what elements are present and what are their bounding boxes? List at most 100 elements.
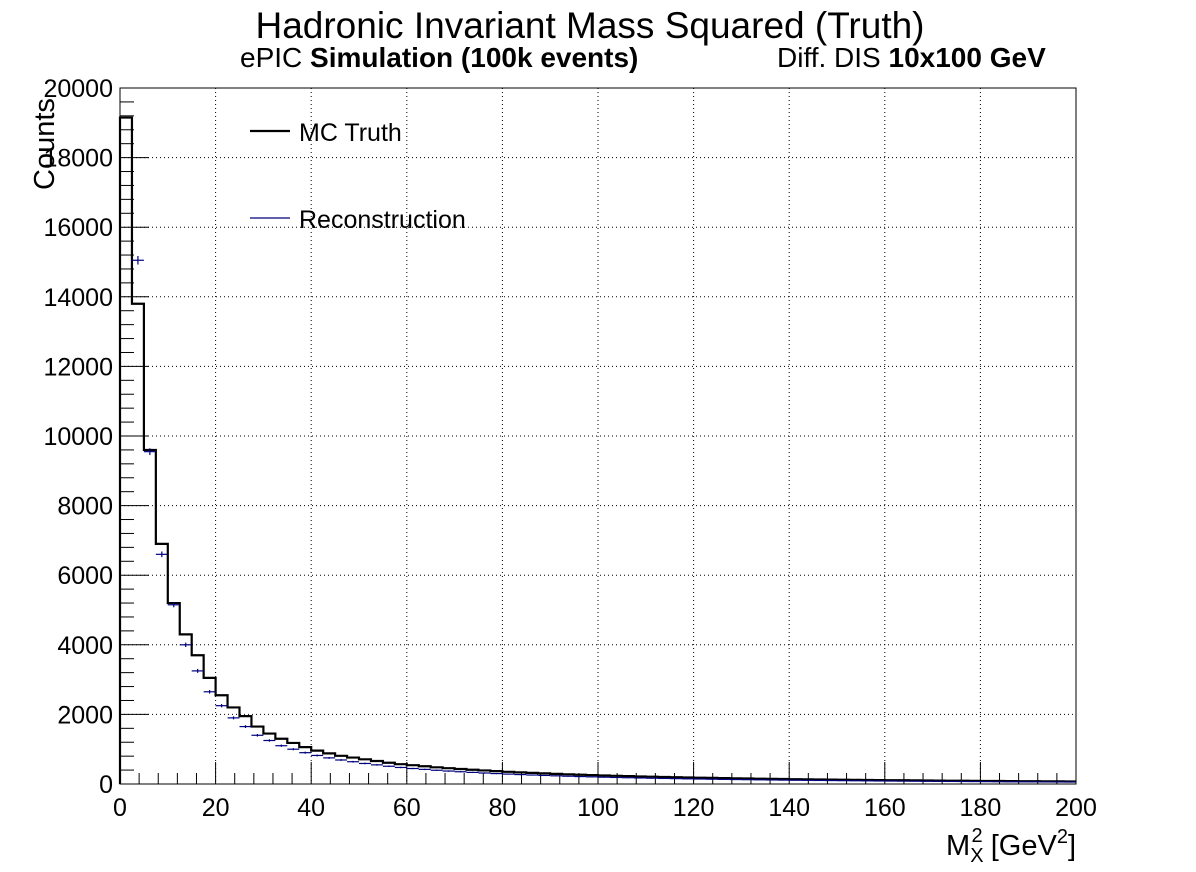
reconstruction-point (920, 780, 933, 782)
y-axis-label: Counts (29, 98, 61, 190)
grid-lines (120, 88, 1076, 784)
reconstruction-point (466, 771, 479, 774)
reconstruction-point (299, 751, 312, 754)
reconstruction-point (574, 775, 587, 778)
reconstruction-point (801, 779, 814, 781)
x-tick-label: 160 (864, 794, 906, 822)
reconstruction-point (442, 770, 455, 772)
reconstruction-point (789, 779, 802, 781)
x-tick-label: 120 (673, 794, 715, 822)
reconstruction-point (382, 765, 395, 768)
reconstruction-point (538, 774, 551, 777)
reconstruction-point (323, 756, 336, 759)
reconstruction-point (490, 772, 503, 775)
beam-energy-label: 10x100 GeV (888, 42, 1046, 73)
reconstruction-point (550, 775, 563, 777)
reconstruction-point (741, 779, 754, 781)
reconstruction-point (430, 769, 443, 771)
reconstruction-point (681, 778, 694, 780)
reconstruction-point (347, 760, 359, 763)
reconstruction-point (167, 602, 180, 608)
reconstruction-point (729, 778, 742, 781)
reconstruction-point (203, 689, 216, 694)
reconstruction-point (263, 739, 276, 742)
reconstruction-point (813, 779, 826, 782)
y-tick-label: 12000 (43, 353, 113, 381)
x-tick-label: 60 (393, 794, 421, 822)
x-tick-label: 0 (113, 794, 127, 822)
reconstruction-point (251, 733, 264, 737)
experiment-name: ePIC (240, 42, 311, 73)
reconstruction-point (562, 775, 575, 777)
reconstruction-point (609, 776, 622, 779)
reconstruction-point (753, 779, 766, 781)
y-tick-label: 8000 (57, 493, 113, 521)
reconstruction-point (598, 776, 610, 778)
y-tick-label: 10000 (43, 423, 113, 451)
reconstruction-point (633, 777, 646, 779)
reconstruction-point (645, 777, 658, 779)
reconstruction-point (825, 779, 837, 782)
reconstruction-point (669, 778, 682, 780)
reconstruction-point (944, 780, 957, 783)
reconstruction-point (143, 448, 156, 456)
reconstruction-point (454, 771, 467, 773)
mc-truth-step-line (118, 116, 1076, 784)
reconstruction-point (837, 780, 849, 782)
reconstruction-point (370, 764, 383, 766)
y-tick-label: 14000 (43, 284, 113, 312)
reconstruction-point (478, 772, 491, 774)
x-tick-label: 200 (1055, 794, 1097, 822)
reconstruction-point (980, 781, 993, 783)
reconstruction-point (860, 780, 873, 782)
reconstruction-point (239, 725, 252, 728)
reconstruction-point (705, 778, 718, 780)
y-tick-label: 16000 (43, 214, 113, 242)
reconstruction-point (215, 704, 228, 708)
x-tick-label: 140 (768, 794, 810, 822)
reconstruction-point (227, 716, 240, 720)
reconstruction-point (131, 255, 144, 265)
x-tick-label: 100 (577, 794, 619, 822)
reconstruction-point (1004, 781, 1017, 783)
reconstruction-point (765, 779, 778, 781)
reconstruction-series (131, 255, 1076, 783)
x-tick-label: 180 (960, 794, 1002, 822)
reconstruction-point (1028, 781, 1041, 783)
reconstruction-point (179, 642, 192, 648)
y-tick-label: 20000 (43, 75, 113, 103)
reconstruction-point (693, 778, 706, 780)
reconstruction-point (311, 754, 324, 757)
reconstruction-point (406, 767, 419, 770)
legend-label-reconstruction: Reconstruction (299, 206, 466, 234)
reconstruction-point (992, 781, 1005, 783)
reconstruction-point (968, 780, 981, 783)
reconstruction-point (191, 668, 204, 673)
reconstruction-point (908, 780, 921, 782)
reconstruction-point (335, 759, 348, 761)
y-tick-label: 0 (99, 771, 113, 799)
x-tick-label: 80 (488, 794, 516, 822)
reconstruction-point (526, 774, 539, 776)
reconstruction-point (621, 777, 634, 779)
reconstruction-point (884, 780, 897, 782)
reconstruction-point (287, 748, 300, 751)
reconstruction-point (956, 780, 969, 783)
reconstruction-point (777, 779, 790, 781)
reconstruction-point (848, 780, 861, 782)
reconstruction-point (896, 780, 909, 782)
y-tick-label: 2000 (57, 701, 113, 729)
reconstruction-point (1052, 781, 1065, 783)
reconstruction-point (1064, 781, 1076, 783)
reconstruction-point (1040, 781, 1053, 783)
reconstruction-point (275, 744, 288, 747)
reconstruction-point (418, 768, 431, 771)
process-name: Diff. DIS (777, 42, 889, 73)
experiment-label: ePIC Simulation (100k events) (240, 42, 638, 74)
reconstruction-point (586, 776, 598, 778)
reconstruction-point (514, 773, 527, 776)
x-tick-label: 20 (202, 794, 230, 822)
simulation-label: Simulation (100k events) (310, 42, 639, 73)
y-tick-label: 18000 (43, 145, 113, 173)
